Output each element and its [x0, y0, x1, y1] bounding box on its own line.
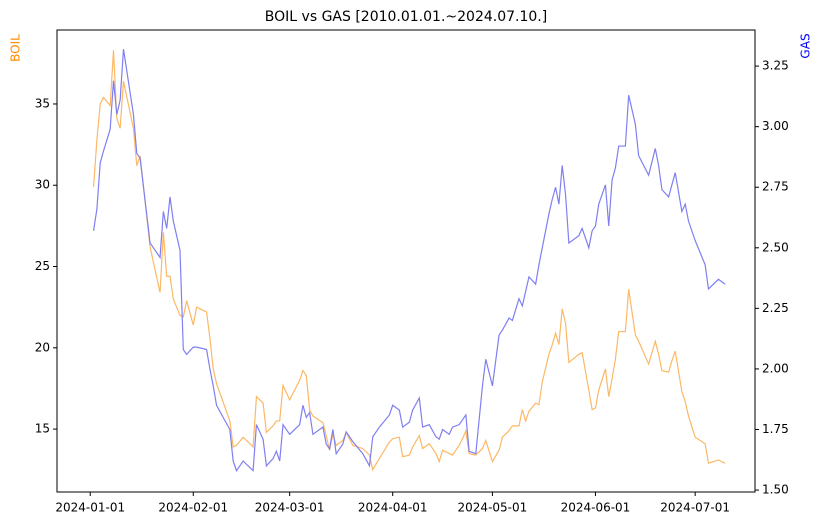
x-tick-label: 2024-07-01	[660, 501, 730, 515]
y-tick-label: 30	[35, 178, 50, 192]
plot-frame	[56, 29, 756, 493]
x-tick-label: 2024-04-01	[358, 501, 428, 515]
y-tick-label: 35	[35, 96, 50, 110]
y2-tick-label: 2.00	[762, 361, 789, 375]
series-line	[92, 50, 726, 472]
y-axis-label: BOIL	[9, 34, 23, 62]
y2-tick-label: 3.25	[762, 59, 789, 73]
x-tick-label: 2024-02-01	[158, 501, 228, 515]
chart-title: BOIL vs GAS [2010.01.01.~2024.07.10.]	[265, 9, 547, 25]
series-line	[92, 49, 726, 473]
y2-tick-label: 2.75	[762, 180, 789, 194]
x-tick-label: 2024-05-01	[458, 501, 528, 515]
y2-tick-label: 3.00	[762, 119, 789, 133]
y-tick-label: 25	[35, 259, 50, 273]
x-tick-label: 2024-01-01	[55, 501, 125, 515]
y2-axis-label: GAS	[799, 33, 813, 58]
y2-tick-label: 1.50	[762, 483, 789, 497]
x-tick-label: 2024-03-01	[255, 501, 325, 515]
y2-tick-label: 2.50	[762, 240, 789, 254]
x-tick-label: 2024-06-01	[561, 501, 631, 515]
y2-tick-label: 2.25	[762, 301, 789, 315]
y2-tick-label: 1.75	[762, 422, 789, 436]
y-tick-label: 20	[35, 340, 50, 354]
y-tick-label: 15	[35, 422, 50, 436]
